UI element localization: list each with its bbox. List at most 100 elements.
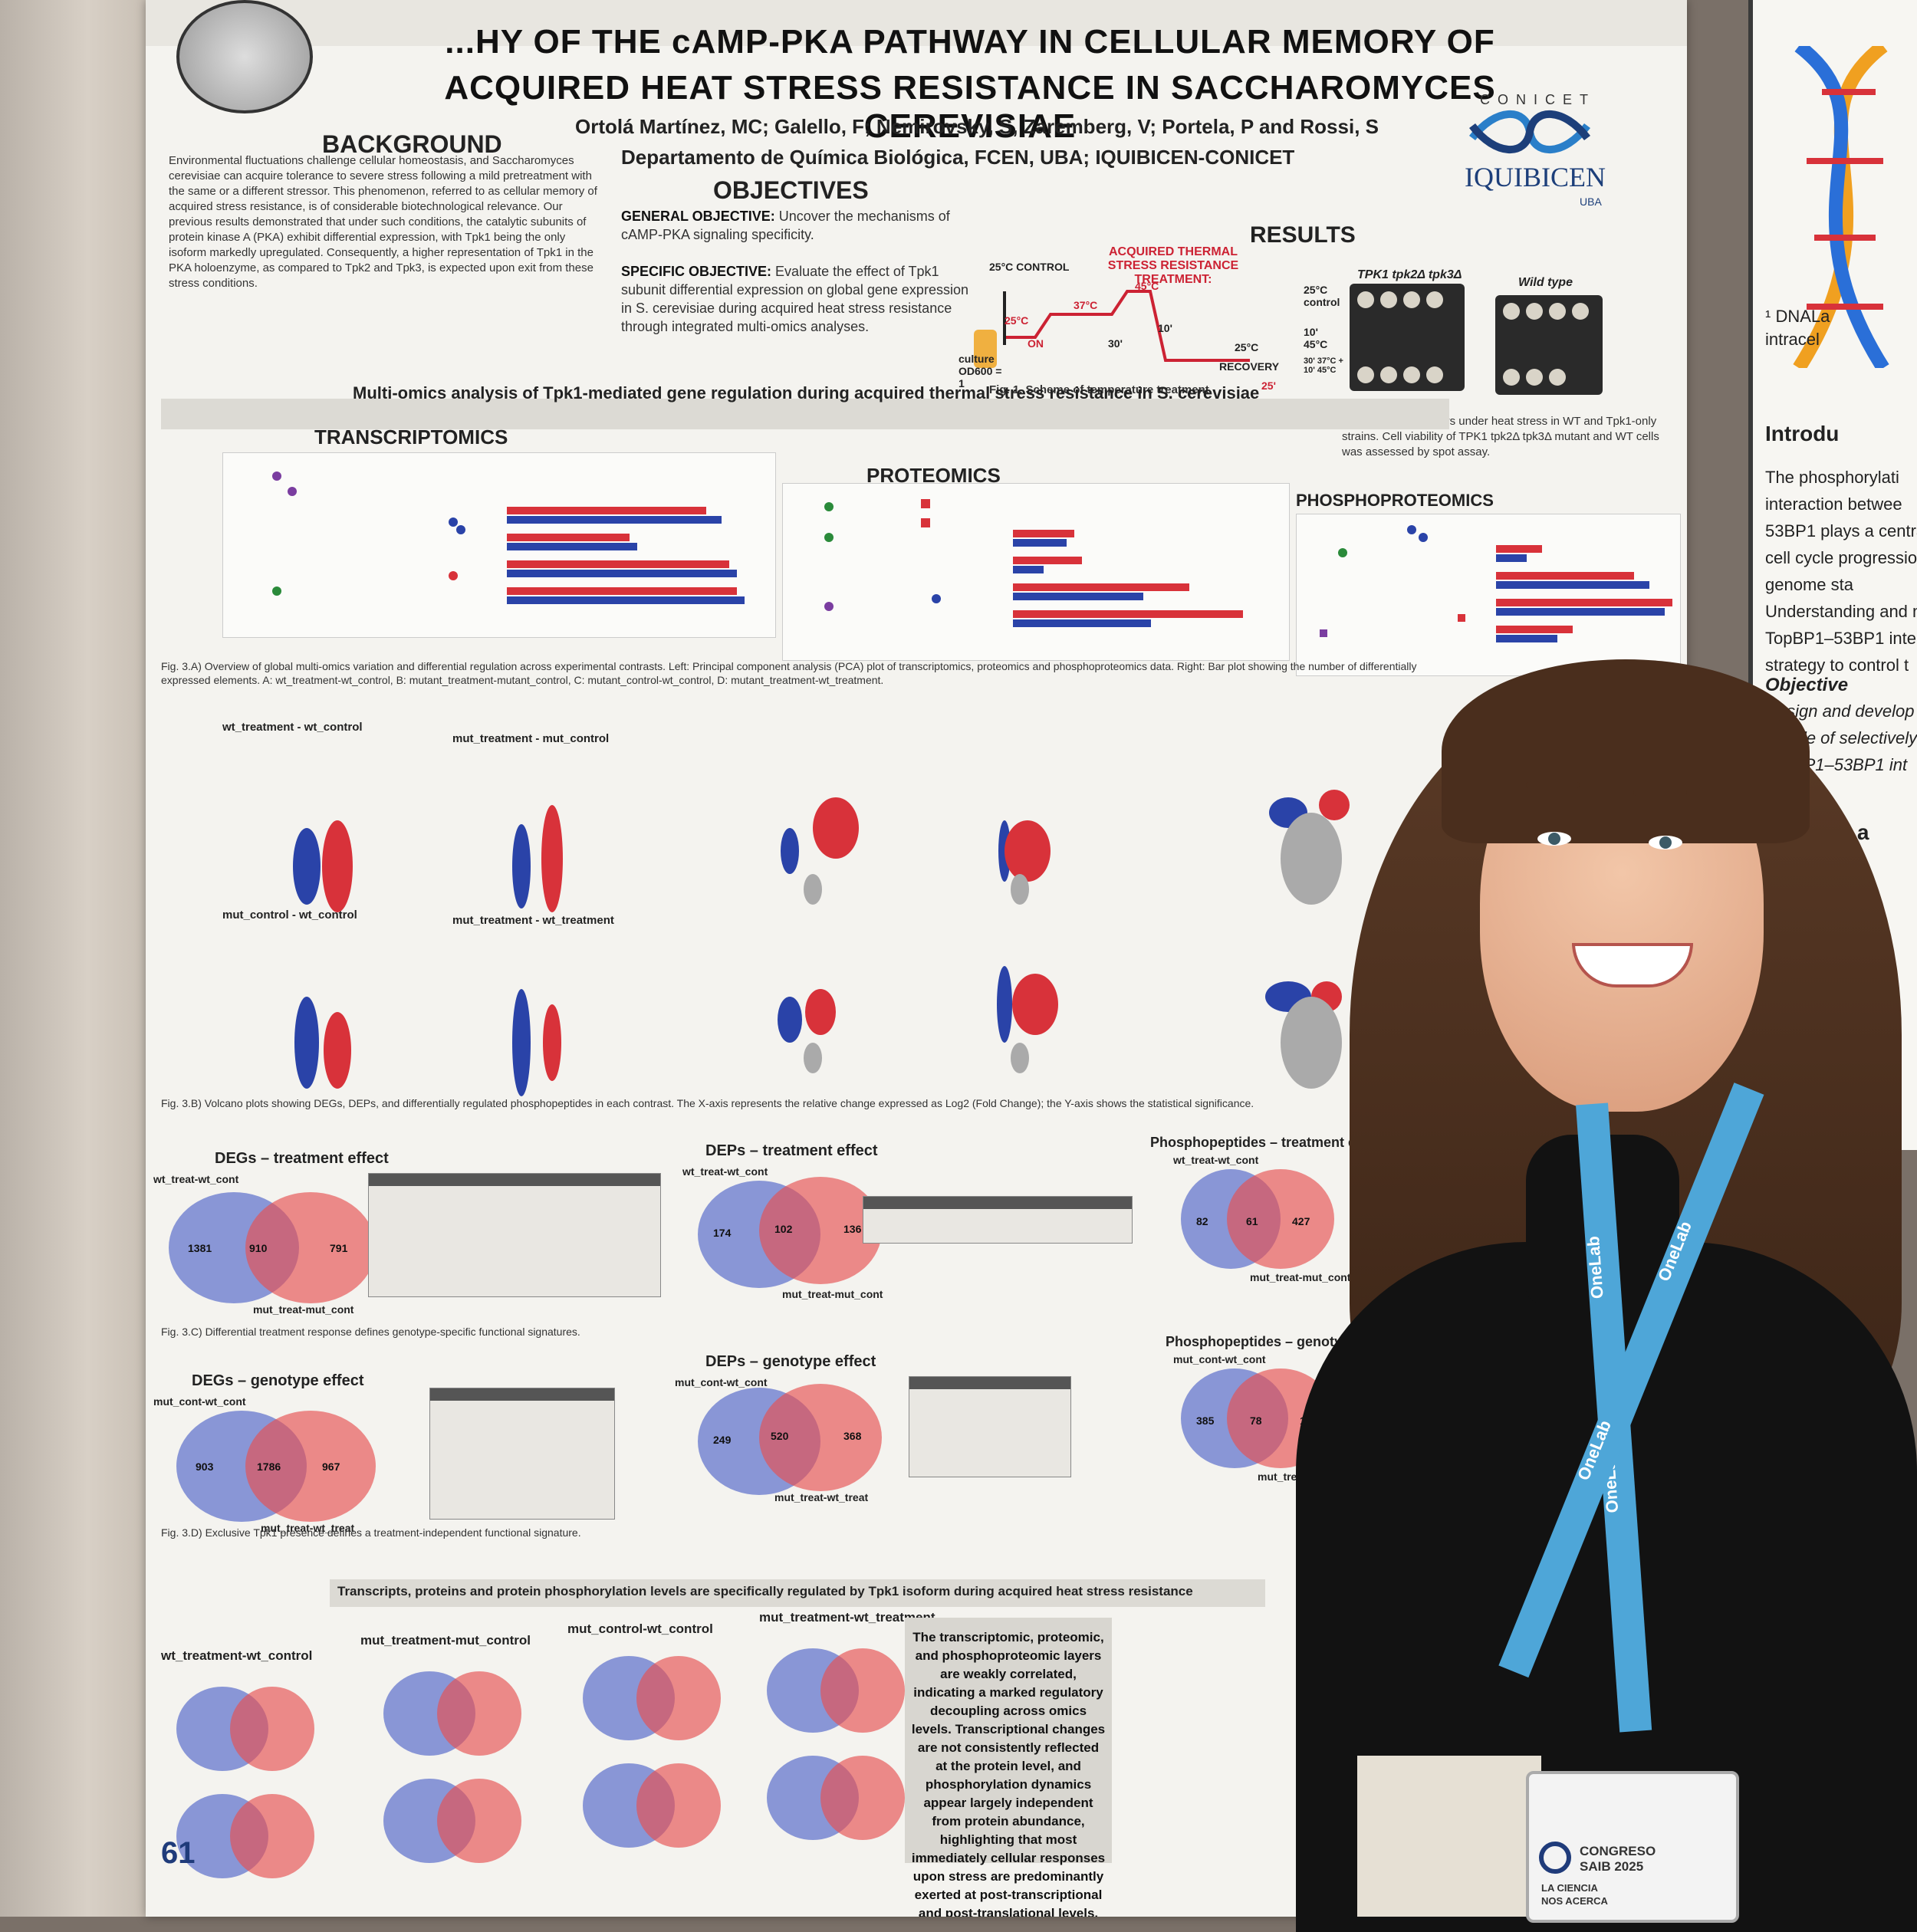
venn-label-geno-a-deps: mut_cont-wt_cont	[675, 1376, 768, 1388]
proteomics-pca-bar-panel	[782, 483, 1290, 661]
summary-contrast-3: mut_control-wt_control	[567, 1622, 713, 1636]
scheme-title: ACQUIRED THERMAL STRESS RESISTANCE TREAT…	[1107, 245, 1239, 286]
phosphoproteomics-pca-bar-panel	[1296, 514, 1681, 676]
venn-num: 82	[1196, 1215, 1208, 1227]
summary-venn-1b	[230, 1687, 314, 1771]
volcano-title-2: mut_treatment - mut_control	[452, 732, 610, 745]
venn-num: 78	[1250, 1414, 1262, 1427]
temperature-scheme-diagram	[974, 290, 1250, 368]
fig1-caption: Fig. 1. Scheme of temperature treatment	[989, 383, 1209, 396]
spot-head-wt: Wild type	[1518, 276, 1573, 289]
right-poster-heading: Introdu	[1765, 422, 1840, 445]
venn-label-treat-a-deps: wt_treat-wt_cont	[682, 1165, 768, 1178]
uba-logo-text: UBA	[1580, 196, 1602, 208]
venn-phos-treat-right	[1227, 1169, 1334, 1269]
spot-assay-mutant	[1350, 284, 1465, 391]
left-eyebrow	[1526, 782, 1580, 788]
summary-title-bar	[330, 1579, 1265, 1607]
saib-logo-icon	[1539, 1842, 1571, 1874]
culture-label: culture OD600 = 1	[958, 353, 1002, 389]
poster-hanger	[146, 0, 1687, 46]
iquibicen-logo-text: IQUIBICEN	[1465, 162, 1606, 192]
right-poster-body: Understanding and m	[1765, 602, 1917, 621]
venn-num: 102	[774, 1223, 793, 1235]
right-poster-body: 53BP1 plays a central	[1765, 521, 1917, 540]
venn-heading-phospho-treatment: Phosphopeptides – treatment effect	[1150, 1135, 1386, 1150]
go-table-degs-genotype	[429, 1388, 615, 1520]
temp-label-25: 25°C	[1005, 314, 1029, 327]
general-objective-label: GENERAL OBJECTIVE:	[621, 209, 775, 224]
temp-label-30min: 30'	[1108, 337, 1123, 350]
venn-num: 249	[713, 1434, 732, 1446]
dna-helix-icon	[1793, 46, 1889, 368]
fig3d-caption: Fig. 3.D) Exclusive Tpk1 presence define…	[161, 1526, 581, 1539]
multiomics-title: Multi-omics analysis of Tpk1-mediated ge…	[353, 383, 1260, 402]
right-poster-body: cell cycle progression	[1765, 548, 1917, 567]
summary-venn-3d	[636, 1763, 721, 1848]
fig3b-caption: Fig. 3.B) Volcano plots showing DEGs, DE…	[161, 1097, 1254, 1109]
spot-row-control: 25°C control	[1304, 284, 1340, 308]
right-poster-body: interaction betwee	[1765, 495, 1902, 514]
poster-authors: Ortolá Martínez, MC; Galello, F; Nemirov…	[575, 115, 1379, 138]
venn-heading-degs-treatment: DEGs – treatment effect	[215, 1150, 389, 1167]
summary-venn-2d	[437, 1779, 521, 1863]
lanyard-brand: OneLab	[1583, 1235, 1607, 1300]
temp-label-37: 37°C	[1074, 299, 1098, 311]
left-wall	[0, 0, 146, 1917]
venn-heading-deps-genotype: DEPs – genotype effect	[705, 1353, 876, 1370]
right-poster-body: strategy to control t	[1765, 656, 1909, 675]
right-poster-line: intracel	[1765, 330, 1820, 349]
venn-num: 136	[843, 1223, 862, 1235]
venn-label-geno-a-phos: mut_cont-wt_cont	[1173, 1353, 1266, 1365]
venn-label-treat-b-phos: mut_treat-mut_cont	[1250, 1271, 1351, 1283]
poster-department: Departamento de Química Biológica, FCEN,…	[621, 146, 1295, 169]
person-light-pants	[1357, 1756, 1541, 1917]
specific-objective-text: Evaluate the effect of Tpk1 subunit diff…	[621, 264, 968, 334]
venn-num: 967	[322, 1460, 340, 1473]
volcano-title-3: mut_control - wt_control	[222, 909, 357, 922]
general-objective-text: Uncover the mechanisms of cAMP-PKA signa…	[621, 209, 950, 242]
summary-contrast-1: wt_treatment-wt_control	[161, 1648, 313, 1663]
poster-title-line1: ...HY OF THE cAMP-PKA PATHWAY IN CELLULA…	[445, 23, 1495, 61]
summary-venn-4d	[820, 1756, 905, 1840]
objectives-body: GENERAL OBJECTIVE: Uncover the mechanism…	[621, 207, 982, 336]
smile	[1572, 943, 1693, 987]
venn-num: 791	[330, 1242, 348, 1254]
summary-venn-4b	[820, 1648, 905, 1733]
venn-deps-geno-right	[759, 1384, 882, 1491]
venn-num: 368	[843, 1430, 862, 1442]
venn-num: 520	[771, 1430, 789, 1442]
summary-venn-2b	[437, 1671, 521, 1756]
poster-title-line2: ACQUIRED HEAT STRESS RESISTANCE IN SACCH…	[444, 69, 1496, 145]
venn-heading-deps-treatment: DEPs – treatment effect	[705, 1142, 878, 1159]
temp-label-on: ON	[1028, 337, 1044, 350]
venn-label-treat-a-phos: wt_treat-wt_cont	[1173, 1154, 1259, 1166]
transcriptomics-pca-bar-panel	[222, 452, 776, 638]
fig3a-caption: Fig. 3.A) Overview of global multi-omics…	[161, 660, 1417, 686]
transcriptomics-heading: TRANSCRIPTOMICS	[314, 426, 508, 449]
right-poster-body: The phosphorylati	[1765, 468, 1899, 487]
person-hair-fringe	[1442, 659, 1810, 843]
venn-num: 1381	[188, 1242, 212, 1254]
right-poster-body: genome sta	[1765, 575, 1853, 594]
temp-label-45: 45°C	[1135, 280, 1159, 292]
temp-label-control: 25°C CONTROL	[989, 261, 1070, 273]
summary-contrast-4: mut_treatment-wt_treatment	[759, 1610, 935, 1625]
venn-label-geno-b-deps: mut_treat-wt_treat	[774, 1491, 869, 1503]
summary-title: Transcripts, proteins and protein phosph…	[337, 1584, 1193, 1598]
background-heading: BACKGROUND	[322, 130, 502, 158]
venn-degs-geno-right	[245, 1411, 376, 1522]
iquibicen-swirl-icon	[1469, 110, 1590, 153]
spot-head-mutant: TPK1 tpk2Δ tpk3Δ	[1357, 268, 1462, 281]
right-poster-objective: Objective	[1765, 675, 1849, 695]
phosphoproteomics-heading: PHOSPHOPROTEOMICS	[1296, 491, 1494, 510]
summary-contrast-2: mut_treatment-mut_control	[360, 1633, 531, 1648]
spot-assay-wt	[1495, 295, 1603, 395]
badge-number: 61	[161, 1836, 196, 1870]
venn-heading-degs-genotype: DEGs – genotype effect	[192, 1372, 364, 1389]
badge-congreso: CONGRESO	[1580, 1844, 1656, 1858]
results-heading: RESULTS	[1250, 222, 1356, 248]
badge-saib: SAIB 2025	[1580, 1859, 1644, 1874]
venn-degs-treat-right	[245, 1192, 376, 1303]
